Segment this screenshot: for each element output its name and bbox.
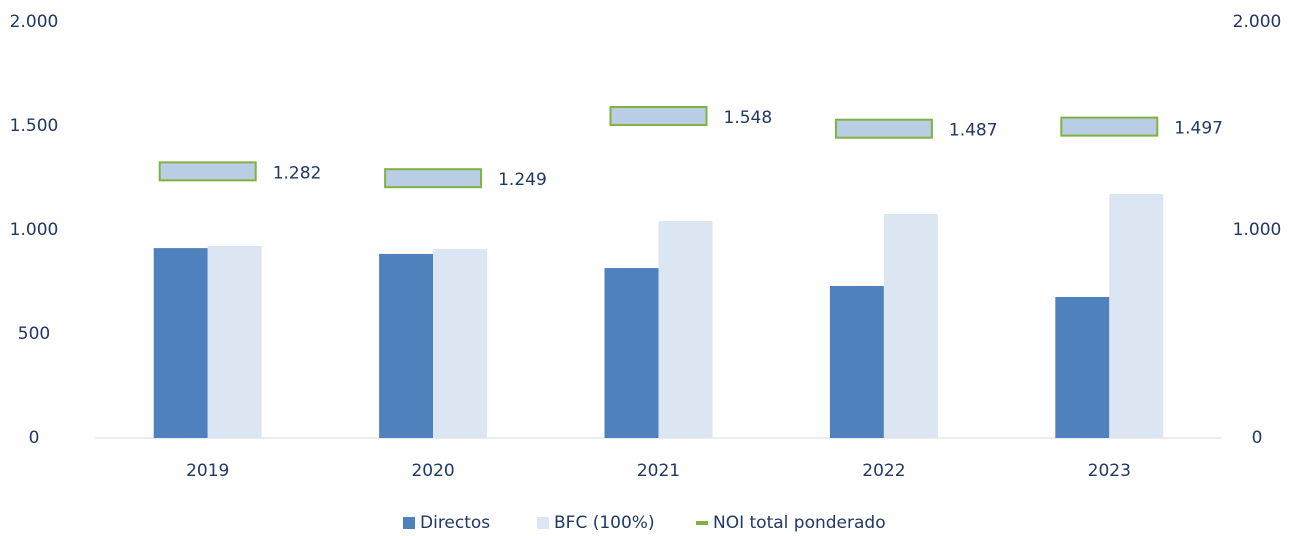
bar [604,268,659,438]
y-tick-label: 1.000 [10,220,59,240]
legend-label: Directos [420,513,490,533]
value-label: 1.249 [498,170,547,190]
x-tick-label: 2022 [862,461,905,481]
bar [207,246,262,438]
x-tick-label: 2019 [186,461,229,481]
legend-swatch [403,517,415,529]
x-tick-label: 2021 [637,461,680,481]
marker [158,161,257,182]
y2-tick-label: 0 [1252,428,1263,448]
y-tick-label: 500 [18,324,50,344]
value-label: 1.487 [949,121,998,141]
marker [834,118,933,139]
marker [1060,116,1159,137]
legend-swatch [537,517,549,529]
x-tick-label: 2020 [411,461,454,481]
legend-swatch [696,521,708,525]
y-tick-label: 1.500 [10,116,59,136]
marker [609,106,708,127]
x-tick-label: 2023 [1088,461,1131,481]
bar [153,248,208,438]
bar [658,221,713,438]
value-label: 1.282 [273,163,322,183]
marker [384,168,483,189]
y-tick-label: 0 [29,428,40,448]
legend-label: BFC (100%) [554,513,655,533]
y2-tick-label: 2.000 [1233,12,1282,32]
bar [829,285,884,438]
legend-label: NOI total ponderado [713,513,886,533]
value-label: 1.548 [724,108,773,128]
bar [379,253,434,438]
bar [433,248,488,438]
bar [1109,194,1164,438]
bar [883,213,938,438]
y2-tick-label: 1.000 [1233,220,1282,240]
bar [1055,296,1110,438]
value-label: 1.497 [1174,119,1223,139]
y-tick-label: 2.000 [10,12,59,32]
